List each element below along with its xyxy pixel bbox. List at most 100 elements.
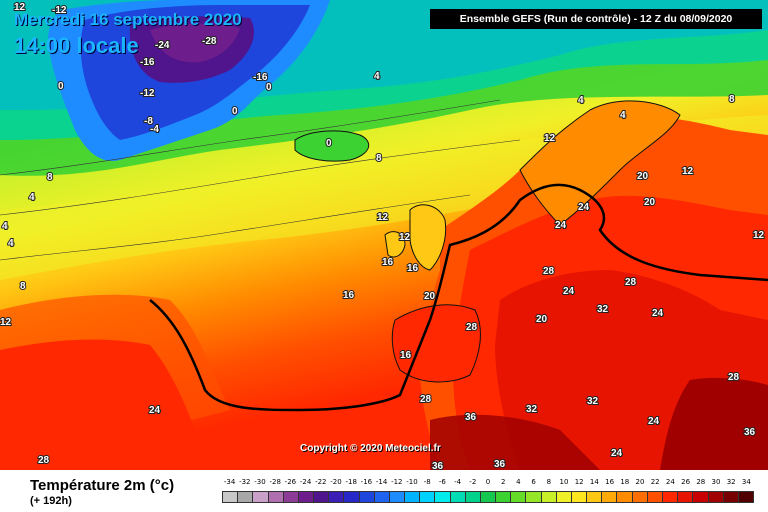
scale-swatch [435,491,451,503]
map-canvas: 12 -24 -28 -16 -12 -16 -8 -4 0 -12 0 0 4… [0,0,768,470]
scale-label: -4 [454,478,462,486]
legend: Température 2m (°c) (+ 192h) -34 -32 -30 -2… [0,470,768,512]
temp-label: 4 [620,110,626,121]
scale-swatch [511,491,527,503]
scale-label: 28 [696,478,706,486]
temp-label: 36 [432,461,444,470]
temp-label: 8 [376,153,382,164]
temp-label: 12 [399,232,411,243]
scale-label: 20 [635,478,645,486]
greenland-core-2 [150,23,240,63]
scale-label: 2 [500,478,506,486]
temp-label: 28 [420,394,432,405]
scale-swatch [238,491,254,503]
contour-16 [0,194,471,261]
scale-swatch [632,491,648,503]
scale-swatch [420,491,436,503]
temp-label: -16 [140,57,155,68]
legend-title: Température 2m (°c) [30,477,175,494]
scale-label: -34 [223,478,236,486]
temp-label: 0 [232,106,238,117]
scale-label: -8 [423,478,431,486]
temp-label: 8 [20,281,26,292]
temp-label: 12 [753,230,765,241]
temp-label: 32 [597,304,609,315]
scale-swatch [708,491,724,503]
scale-label: -14 [375,478,388,486]
temp-label: 8 [47,172,53,183]
scale-label: -24 [299,478,312,486]
scale-swatch [738,491,755,503]
scale-swatch [329,491,345,503]
scale-label: 34 [741,478,751,486]
ireland [384,231,406,258]
scale-swatch [405,491,421,503]
scale-swatch [389,491,406,503]
iberia [391,304,481,383]
scale-swatch [298,491,315,503]
scale-label: 14 [589,478,599,486]
temp-label: -28 [202,36,217,47]
scale-label: 12 [574,478,584,486]
scale-swatch [283,491,299,503]
scale-label: 6 [531,478,536,486]
temp-label: -12 [140,88,155,99]
temp-label: -8 [144,116,153,127]
forecast-date: Mercredi 16 septembre 2020 [14,10,242,29]
scale-swatch [465,491,481,503]
scale-label: -16 [360,478,373,486]
temp-label: 16 [407,263,419,274]
temp-label: 0 [326,138,332,149]
forecast-time: 14:00 locale [14,33,139,58]
temp-label: -4 [150,124,159,135]
scale-label: -20 [330,478,342,486]
temp-label: 16 [382,257,394,268]
hot-spot-east [660,377,768,470]
scale-swatch [268,491,284,503]
scale-label: 32 [726,478,736,486]
copyright-notice: Copyright © 2020 Meteociel.fr [300,443,441,454]
scale-label: -12 [391,478,403,486]
scale-label: 4 [516,478,521,486]
scale-label: 18 [620,478,630,486]
temp-label: 0 [58,81,64,92]
temp-label: 4 [2,221,8,232]
scale-swatch [314,491,330,503]
hot-spot-south [430,414,600,470]
scale-swatch [496,491,512,503]
scale-swatch [602,491,618,503]
temp-label: 28 [728,372,740,383]
scale-swatch [571,491,588,503]
temp-label: 24 [648,416,660,427]
scale-label: -26 [284,478,297,486]
temp-label: 4 [29,192,35,203]
scale-swatch [480,491,497,503]
temp-label: 36 [465,412,477,423]
isotherm-20 [149,183,768,412]
british-isles [409,204,447,271]
temp-label: 24 [652,308,664,319]
scale-labels: -34 -32 -30 -28 -26 -24 -22 -20 -18 -16 -14 -12 -10-… [222,478,754,488]
scale-label: -2 [469,478,477,486]
scale-swatch [222,491,239,503]
model-run-info: Ensemble GEFS (Run de contrôle) - 12 Z d… [430,9,762,29]
temp-label: 36 [494,459,506,470]
temp-label: 28 [38,455,50,466]
scale-swatch [541,491,557,503]
scale-label: -30 [254,478,266,486]
temp-label: 12 [544,133,556,144]
temp-label: 12 [0,317,12,328]
temp-label: -24 [155,40,170,51]
scale-swatch [359,491,375,503]
scale-swatch [647,491,663,503]
temp-label: 0 [266,82,272,93]
temp-label: 24 [611,448,623,459]
legend-subtitle: (+ 192h) [30,495,72,507]
scale-swatch [253,491,269,503]
scale-label: 8 [546,478,552,486]
temp-label: 36 [744,427,756,438]
contour-8 [0,99,501,176]
scale-label: -32 [239,478,251,486]
temp-label: 16 [400,350,412,361]
contour-12 [0,139,521,216]
